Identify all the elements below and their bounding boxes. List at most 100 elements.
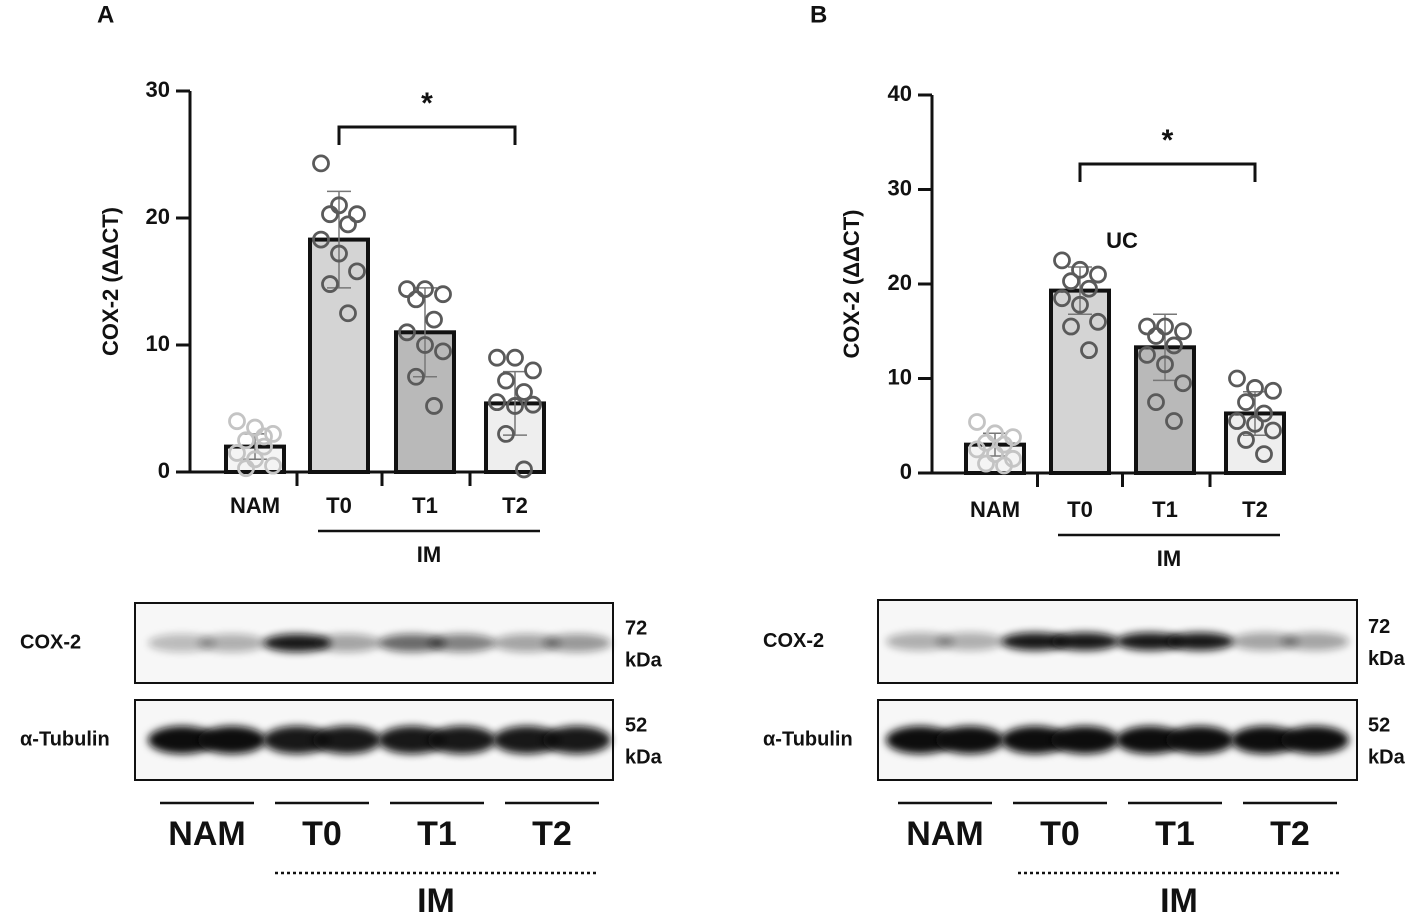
- blot-band: [428, 634, 496, 652]
- data-point: [237, 459, 255, 478]
- data-point: [330, 196, 348, 215]
- data-point: [312, 230, 330, 249]
- data-point: [434, 285, 452, 304]
- data-point: [968, 413, 986, 431]
- data-point: [339, 215, 357, 234]
- data-point: [506, 348, 524, 367]
- data-point: [416, 280, 434, 299]
- blot-mw: 72: [1368, 616, 1390, 638]
- data-point: [1246, 414, 1264, 433]
- lane-label: T2: [532, 815, 572, 853]
- blot-band: [428, 726, 496, 754]
- data-point: [986, 445, 1004, 464]
- y-tick-label: 40: [888, 81, 912, 106]
- data-point: [1237, 393, 1255, 412]
- lane-label: T1: [1155, 815, 1195, 853]
- data-point: [425, 397, 443, 415]
- blot-band: [263, 726, 331, 754]
- data-point: [264, 456, 282, 475]
- blot-band: [1231, 726, 1299, 754]
- blot-band: [936, 632, 1004, 651]
- blot-band: [1281, 726, 1349, 754]
- x-tick-label: NAM: [230, 493, 280, 518]
- blot-band: [1166, 726, 1234, 754]
- data-point: [246, 418, 264, 437]
- data-point: [1089, 265, 1107, 284]
- data-point: [1237, 431, 1255, 449]
- significance-label: *: [421, 87, 433, 120]
- data-point: [1228, 369, 1246, 388]
- lane-label: T1: [417, 815, 457, 853]
- data-point: [995, 456, 1013, 475]
- y-tick-label: 30: [888, 175, 912, 200]
- data-point: [488, 393, 506, 412]
- panel-label: B: [810, 1, 827, 28]
- lane-label: T0: [1040, 815, 1080, 853]
- lane-group-label: IM: [1160, 882, 1198, 918]
- blot-row-label: α-Tubulin: [763, 728, 853, 750]
- blot-band: [886, 726, 954, 754]
- blot-mw: 52: [1368, 714, 1390, 736]
- blot-mw-unit: kDa: [1368, 746, 1406, 768]
- data-point: [524, 395, 542, 414]
- lane-label: T2: [1270, 815, 1310, 853]
- blot-band: [1051, 726, 1119, 754]
- blot-band: [493, 634, 561, 652]
- data-point: [1165, 412, 1183, 430]
- data-point: [1138, 317, 1156, 336]
- data-point: [228, 412, 246, 431]
- data-point: [434, 342, 452, 361]
- x-tick-label: NAM: [970, 497, 1020, 522]
- blot-band: [198, 634, 266, 652]
- significance-bracket: [337, 125, 517, 145]
- data-point: [1053, 289, 1071, 308]
- data-point: [255, 437, 273, 456]
- blot-band: [1281, 632, 1349, 651]
- data-point: [1255, 445, 1273, 464]
- blot-mw: 52: [625, 714, 647, 736]
- lane-label: T0: [302, 815, 342, 853]
- y-tick-label: 30: [146, 77, 170, 102]
- data-point: [1174, 322, 1192, 341]
- x-tick-label: T1: [412, 493, 438, 518]
- significance-label: *: [1162, 124, 1174, 157]
- x-tick-label: T2: [1242, 497, 1268, 522]
- data-point: [515, 460, 533, 479]
- blot-row-label: COX-2: [20, 631, 81, 653]
- data-point: [488, 348, 506, 367]
- y-tick-label: 0: [158, 458, 170, 483]
- data-point: [321, 205, 339, 224]
- blot-mw: 72: [625, 617, 647, 639]
- data-point: [1071, 295, 1089, 314]
- data-point: [506, 397, 524, 415]
- data-point: [1071, 260, 1089, 279]
- lane-label: NAM: [168, 815, 245, 853]
- data-point: [321, 275, 339, 293]
- blot-band: [313, 726, 381, 754]
- data-point: [995, 435, 1013, 454]
- panel-label: A: [97, 1, 114, 28]
- blot-band: [378, 726, 446, 754]
- data-point: [1062, 317, 1080, 336]
- blot-band: [1231, 632, 1299, 651]
- data-point: [1264, 381, 1282, 400]
- x-tick-label: T0: [326, 493, 352, 518]
- data-point: [407, 367, 425, 386]
- data-point: [312, 154, 330, 173]
- y-tick-label: 0: [900, 459, 912, 484]
- data-point: [1228, 412, 1246, 430]
- data-point: [524, 361, 542, 380]
- data-point: [497, 424, 515, 443]
- data-point: [1147, 327, 1165, 345]
- x-tick-label: T0: [1067, 497, 1093, 522]
- blot-band: [936, 726, 1004, 754]
- blot-band: [543, 726, 611, 754]
- blot-band: [198, 726, 266, 754]
- y-tick-label: 20: [888, 270, 912, 295]
- data-point: [416, 336, 434, 354]
- lane-group-label: IM: [417, 882, 455, 918]
- data-point: [348, 205, 366, 224]
- blot-band: [148, 634, 216, 652]
- data-point: [968, 440, 986, 459]
